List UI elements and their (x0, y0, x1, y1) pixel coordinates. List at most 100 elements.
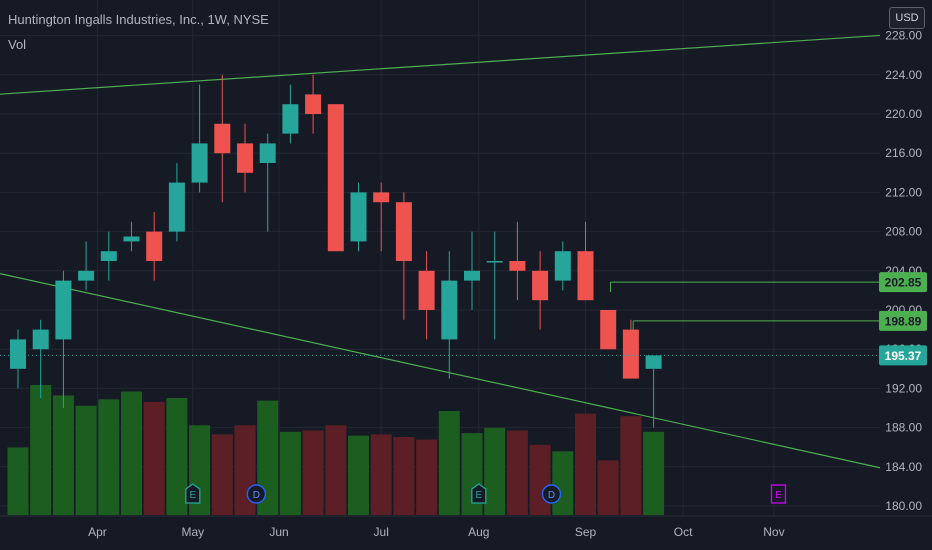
candle-body (600, 310, 617, 350)
price-label-202-85: 202.85 (885, 276, 922, 290)
time-axis-tick-label: Jun (269, 525, 288, 539)
price-label-box (879, 272, 927, 293)
price-axis-tick-label: 220.00 (885, 107, 922, 121)
price-axis-tick-label: 224.00 (885, 68, 922, 82)
price-label-198-89: 198.89 (885, 314, 922, 328)
candle-body (622, 329, 639, 379)
volume-bar (348, 435, 369, 515)
candle-body (123, 236, 140, 242)
candle-body (10, 339, 26, 369)
time-axis-tick-label: Nov (763, 525, 784, 539)
candle-body (554, 251, 571, 281)
volume-bar (416, 439, 438, 515)
volume-bar (506, 430, 528, 515)
earnings-icon (185, 483, 201, 504)
candle-body (327, 104, 344, 252)
trendlines[interactable] (0, 34, 881, 469)
volume-bar (143, 401, 165, 515)
candlestick-series (10, 74, 662, 428)
candle-body (373, 192, 390, 203)
horizontal-level-lines[interactable] (0, 281, 880, 356)
candle-body (486, 261, 503, 263)
volume-bar (302, 430, 324, 515)
candle-body (282, 104, 299, 134)
time-axis-tick-label: Jul (374, 525, 389, 539)
candle-body (441, 280, 458, 340)
candle-body (350, 192, 367, 242)
volume-bar (529, 444, 551, 515)
candle-body (532, 270, 549, 301)
candle-body (305, 94, 322, 114)
volume-bar (121, 391, 142, 515)
future-earnings-icon (770, 484, 787, 504)
earnings-icon-letter: E (475, 490, 482, 501)
candle-body (146, 231, 163, 261)
volume-bar (484, 427, 506, 515)
candle-body (100, 251, 117, 261)
candle-body (418, 270, 435, 310)
candle-body (395, 202, 412, 261)
volume-bar (370, 434, 392, 515)
candle-body (577, 251, 594, 301)
time-axis-tick-label: May (181, 525, 204, 539)
price-axis-tick-label: 180.00 (885, 499, 922, 513)
price-axis-tick-label: 208.00 (885, 225, 922, 239)
time-axis-tick-label: Apr (88, 525, 107, 539)
volume-bar (257, 400, 279, 515)
lower-trendline (0, 272, 881, 469)
price-axis-tick-label: 212.00 (885, 185, 922, 199)
volume-bar (552, 451, 574, 515)
time-axis-tick-label: Aug (468, 525, 489, 539)
time-axis[interactable]: Apr May Jun Jul Aug Sep Oct Nov (0, 515, 932, 550)
time-axis-tick-label: Sep (575, 525, 597, 539)
candle-body (214, 123, 231, 154)
candle-body (237, 143, 253, 173)
symbol-title: Huntington Ingalls Industries, Inc., 1W,… (8, 12, 269, 27)
earnings-icon (471, 483, 487, 504)
price-label-box (879, 310, 927, 331)
price-axis-tick-label: 216.00 (885, 146, 922, 160)
currency-badge[interactable]: USD (889, 7, 925, 29)
volume-bar (575, 413, 596, 515)
price-axis-tick-label: 192.00 (885, 381, 922, 395)
dividend-icon (541, 484, 562, 504)
volume-bar (52, 395, 74, 515)
volume-bars (7, 385, 665, 515)
volume-bar (393, 437, 415, 515)
candle-body (509, 261, 526, 271)
volume-bar (279, 431, 301, 515)
price-label-195-37: 195.37 (885, 349, 922, 363)
candle-body (464, 270, 480, 281)
earnings-icon-letter: E (189, 490, 196, 501)
volume-bar (643, 431, 665, 515)
volume-bar (211, 434, 233, 515)
volume-bar (75, 405, 97, 515)
dividend-icon-letter: D (253, 490, 260, 501)
volume-bar (620, 416, 642, 515)
volume-bar (325, 425, 347, 515)
volume-bar (597, 460, 619, 515)
candle-body (259, 143, 276, 163)
price-label-box (879, 345, 927, 366)
time-axis-background (0, 516, 932, 550)
price-axis-tick-label: 184.00 (885, 460, 922, 474)
candle-body (78, 270, 95, 281)
dividend-icon (246, 484, 267, 504)
upper-trendline (0, 34, 881, 95)
price-axis[interactable]: 228.00224.00220.00216.00212.00208.00204.… (879, 0, 932, 550)
time-axis-tick-label: Oct (674, 525, 693, 539)
candle-body (32, 329, 49, 350)
volume-bar (438, 411, 460, 515)
volume-bar (30, 385, 52, 515)
price-axis-tick-label: 228.00 (885, 29, 922, 43)
candle-body (191, 143, 208, 183)
dividend-icon-letter: D (548, 490, 555, 501)
volume-indicator-label[interactable]: Vol (8, 37, 27, 52)
volume-bar (166, 398, 188, 515)
volume-bar (98, 399, 120, 515)
earnings-icon-letter: E (775, 490, 782, 501)
price-axis-tick-label: 188.00 (885, 421, 922, 435)
candle-body (645, 355, 662, 369)
